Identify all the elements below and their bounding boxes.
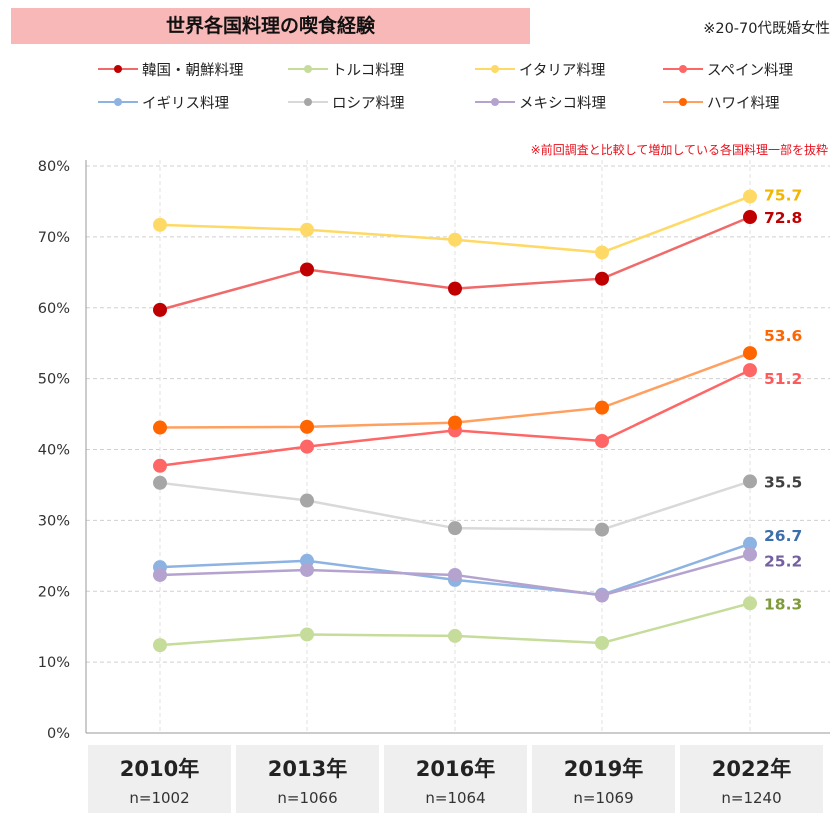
legend-item: ハワイ料理 (663, 91, 780, 113)
data-point (153, 638, 167, 653)
end-value-label: 75.7 (764, 186, 802, 204)
end-value-label: 26.7 (764, 527, 802, 545)
y-tick-label: 40% (38, 443, 70, 459)
data-point (743, 189, 757, 204)
legend-item: 韓国・朝鮮料理 (98, 58, 244, 80)
data-point (595, 635, 609, 650)
legend-item: イタリア料理 (475, 58, 605, 80)
end-value-label: 72.8 (764, 209, 802, 227)
end-value-label: 18.3 (764, 595, 802, 613)
data-point (153, 217, 167, 232)
data-point (595, 522, 609, 537)
y-tick-label: 30% (38, 513, 70, 529)
selection-note: ※前回調査と比較して増加している各国料理一部を抜粋 (530, 143, 828, 157)
legend-marker (475, 95, 515, 109)
legend-label: イタリア料理 (519, 62, 606, 79)
data-point (448, 628, 462, 643)
y-tick-label: 80% (38, 159, 70, 175)
data-point (448, 281, 462, 296)
legend-item: メキシコ料理 (475, 91, 606, 113)
data-point (153, 420, 167, 435)
end-value-label: 53.6 (764, 327, 802, 345)
data-point (743, 536, 757, 551)
legend-marker (663, 62, 703, 76)
data-point (448, 521, 462, 536)
y-tick-label: 70% (38, 230, 70, 246)
data-point (448, 415, 462, 430)
x-tick-label: 2019年 (563, 757, 644, 781)
x-tick-label: 2022年 (711, 757, 792, 781)
end-value-label: 51.2 (764, 370, 802, 388)
legend-label: トルコ料理 (332, 62, 405, 79)
data-point (743, 346, 757, 361)
data-point (153, 567, 167, 582)
legend-item: トルコ料理 (288, 58, 404, 80)
data-point (743, 474, 757, 489)
x-tick-label: 2013年 (267, 757, 348, 781)
data-point (595, 433, 609, 448)
data-point (300, 262, 314, 277)
survey-note: ※20-70代既婚女性 (703, 21, 830, 37)
data-point (153, 302, 167, 317)
legend-label: ロシア料理 (332, 95, 405, 112)
data-point (448, 567, 462, 582)
data-point (300, 562, 314, 577)
legend-label: ハワイ料理 (707, 95, 780, 112)
data-point (595, 588, 609, 603)
data-point (743, 363, 757, 378)
legend-item: スペイン料理 (663, 58, 793, 80)
legend-marker (288, 62, 328, 76)
end-value-label: 25.2 (764, 552, 802, 570)
legend-marker (98, 95, 138, 109)
data-point (300, 493, 314, 508)
x-category-cell: 2019年 n=1069 (532, 745, 675, 813)
x-category-cell: 2016年 n=1064 (384, 745, 527, 813)
data-point (743, 596, 757, 611)
data-point (743, 210, 757, 225)
y-tick-label: 50% (38, 372, 70, 388)
y-tick-label: 10% (38, 655, 70, 671)
x-category-cell: 2022年 n=1240 (680, 745, 823, 813)
legend-item: イギリス料理 (98, 91, 229, 113)
sample-size-label: n=1069 (573, 789, 634, 807)
data-point (743, 547, 757, 562)
data-point (153, 458, 167, 473)
x-tick-label: 2010年 (119, 757, 200, 781)
sample-size-label: n=1002 (129, 789, 190, 807)
data-point (153, 475, 167, 490)
legend-marker (663, 95, 703, 109)
legend-label: メキシコ料理 (519, 95, 606, 112)
x-category-cell: 2013年 n=1066 (236, 745, 379, 813)
data-point (448, 232, 462, 247)
data-point (595, 271, 609, 286)
legend-marker (475, 62, 515, 76)
legend-marker (98, 62, 138, 76)
legend-marker (288, 95, 328, 109)
legend-label: スペイン料理 (707, 62, 793, 79)
data-point (300, 222, 314, 237)
data-point (595, 245, 609, 260)
sample-size-label: n=1064 (425, 789, 486, 807)
title-banner: 世界各国料理の喫食経験 (11, 8, 530, 44)
legend-label: イギリス料理 (142, 95, 229, 112)
x-tick-label: 2016年 (415, 757, 496, 781)
data-point (300, 627, 314, 642)
chart-title: 世界各国料理の喫食経験 (165, 15, 375, 37)
sample-size-label: n=1066 (277, 789, 338, 807)
x-category-cell: 2010年 n=1002 (88, 745, 231, 813)
y-tick-label: 0% (47, 726, 70, 742)
legend-label: 韓国・朝鮮料理 (142, 62, 244, 79)
data-point (595, 400, 609, 415)
data-point (300, 419, 314, 434)
sample-size-label: n=1240 (721, 789, 782, 807)
end-value-label: 35.5 (764, 473, 802, 491)
data-point (300, 439, 314, 454)
y-tick-label: 60% (38, 301, 70, 317)
y-tick-label: 20% (38, 584, 70, 600)
legend-item: ロシア料理 (288, 91, 405, 113)
